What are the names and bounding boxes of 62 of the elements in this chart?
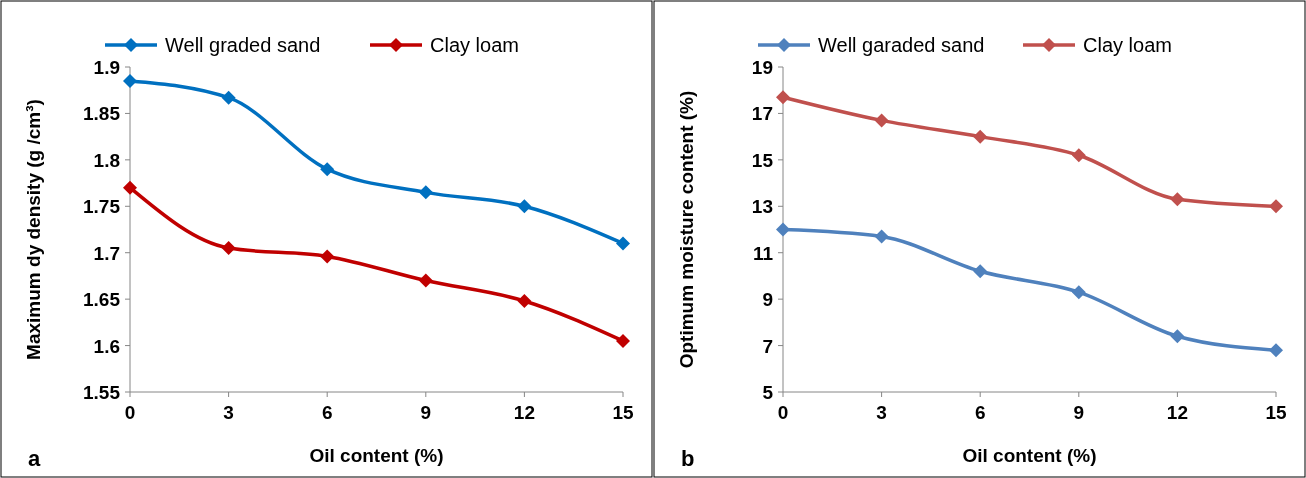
text: a xyxy=(28,446,41,471)
y-tick-label: 17 xyxy=(751,103,773,125)
x-tick-label: 9 xyxy=(1073,402,1085,423)
x-tick-label: 6 xyxy=(974,402,986,423)
point xyxy=(776,90,790,105)
point xyxy=(320,249,335,264)
x-tick-label: 15 xyxy=(612,402,634,423)
point xyxy=(874,229,889,244)
point xyxy=(221,90,236,105)
point xyxy=(973,129,988,144)
y-tick-label: 1.8 xyxy=(93,149,120,171)
x-tick-label: 9 xyxy=(420,402,432,423)
point xyxy=(123,73,137,88)
y-tick-label: 1.9 xyxy=(93,57,120,78)
point xyxy=(874,113,889,128)
y-tick-label: 11 xyxy=(752,242,774,264)
y-tick-label: 1.7 xyxy=(93,242,120,264)
y-tick-label: 13 xyxy=(751,196,773,218)
x-tick-label: 6 xyxy=(321,402,333,423)
y-tick-label: 19 xyxy=(751,57,773,78)
x-tick-label: 15 xyxy=(1265,402,1287,423)
text: b xyxy=(681,446,695,471)
y-tick-label: 7 xyxy=(762,335,773,357)
point xyxy=(517,294,532,308)
y-tick-label: 5 xyxy=(762,382,774,403)
point xyxy=(776,222,790,237)
x-axis-title: Oil content (%) xyxy=(309,445,444,466)
point xyxy=(1269,199,1283,214)
x-tick-label: 12 xyxy=(513,402,535,423)
y-tick-label: 9 xyxy=(762,289,773,311)
x-tick-label: 3 xyxy=(876,402,887,423)
point xyxy=(418,185,433,200)
x-tick-label: 0 xyxy=(124,402,136,423)
point xyxy=(973,264,988,279)
point xyxy=(320,162,335,177)
y-tick-label: 15 xyxy=(751,149,774,171)
legend-label: Well garaded sand xyxy=(818,34,985,56)
point xyxy=(221,241,236,256)
point xyxy=(1269,343,1283,358)
point xyxy=(418,273,433,288)
point xyxy=(616,236,630,251)
y-tick-label: 1.75 xyxy=(83,196,121,218)
legend-label: Clay loam xyxy=(1083,34,1172,56)
y-tick-label: 1.55 xyxy=(83,382,121,403)
y-tick-label: 1.6 xyxy=(93,335,120,357)
point xyxy=(517,199,532,214)
y-tick-label: 1.65 xyxy=(83,289,121,311)
y-axis-title: Maximum dy density (g /cm³) xyxy=(23,99,44,360)
y-axis-title: Optimum moisture content (%) xyxy=(676,90,697,369)
legend-label: Clay loam xyxy=(430,34,519,56)
legend-label: Well graded sand xyxy=(165,34,321,56)
point xyxy=(1071,285,1086,300)
point xyxy=(1170,329,1185,344)
x-axis-title: Oil content (%) xyxy=(962,445,1097,466)
point xyxy=(1170,192,1185,207)
y-tick-label: 1.85 xyxy=(83,103,121,125)
point xyxy=(616,333,630,348)
point xyxy=(123,180,137,195)
x-tick-label: 12 xyxy=(1166,402,1188,423)
point xyxy=(1071,148,1086,163)
x-tick-label: 3 xyxy=(223,402,234,423)
x-tick-label: 0 xyxy=(777,402,789,423)
